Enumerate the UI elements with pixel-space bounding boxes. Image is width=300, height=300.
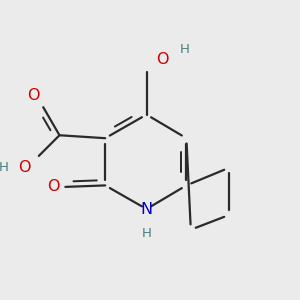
Text: H: H xyxy=(0,160,9,174)
Text: H: H xyxy=(180,43,190,56)
Text: N: N xyxy=(140,202,153,217)
Text: O: O xyxy=(18,160,30,175)
Text: O: O xyxy=(47,179,59,194)
Text: H: H xyxy=(142,227,152,240)
Text: O: O xyxy=(157,52,169,68)
Text: O: O xyxy=(27,88,39,104)
